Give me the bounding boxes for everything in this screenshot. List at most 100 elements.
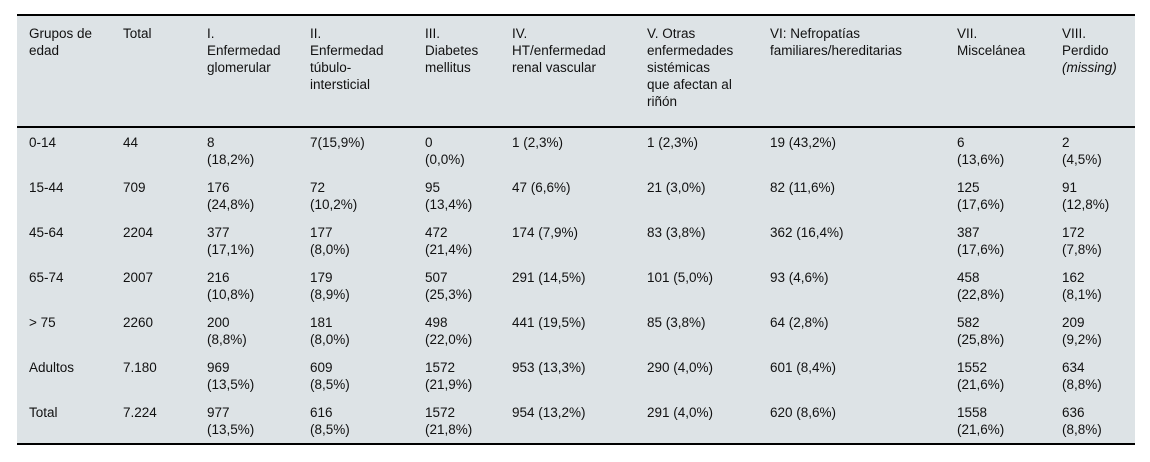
cell: 291 (14,5%) bbox=[512, 270, 586, 285]
cell: 387 (17,6%) bbox=[957, 225, 1005, 257]
column-label: V. Otras enfermedades sistémicas que afe… bbox=[647, 26, 734, 109]
cell: 498 (22,0%) bbox=[425, 315, 473, 347]
cell-age-group: 45-64 bbox=[29, 225, 64, 240]
header-row: Grupos de edad Total I. Enfermedad glome… bbox=[17, 15, 1135, 128]
cell-age-group: 15-44 bbox=[29, 180, 64, 195]
cell: 582 (25,8%) bbox=[957, 315, 1005, 347]
cell: 21 (3,0%) bbox=[647, 180, 706, 195]
cell: 2 (4,5%) bbox=[1062, 135, 1102, 167]
cell: 1558 (21,6%) bbox=[957, 405, 1005, 437]
cell: 1552 (21,6%) bbox=[957, 360, 1005, 392]
cell: 47 (6,6%) bbox=[512, 180, 571, 195]
column-label: Total bbox=[123, 26, 152, 41]
cell: 177 (8,0%) bbox=[310, 225, 350, 257]
cell: 181 (8,0%) bbox=[310, 315, 350, 347]
column-label: II. Enfermedad túbulo- intersticial bbox=[310, 26, 384, 92]
row-total: Total 7.224 977 (13,5%) 616 (8,5%) 1572 … bbox=[17, 398, 1135, 444]
column-label: III. Diabetes mellitus bbox=[425, 26, 479, 75]
age-groups-table: Grupos de edad Total I. Enfermedad glome… bbox=[17, 14, 1135, 445]
cell: 290 (4,0%) bbox=[647, 360, 714, 375]
cell: 19 (43,2%) bbox=[770, 135, 837, 150]
cell: 634 (8,8%) bbox=[1062, 360, 1102, 392]
cell: 93 (4,6%) bbox=[770, 270, 829, 285]
cell: 83 (3,8%) bbox=[647, 225, 706, 240]
cell: 174 (7,9%) bbox=[512, 225, 579, 240]
cell-total: 44 bbox=[123, 135, 139, 150]
cell-age-group: Total bbox=[29, 405, 58, 420]
cell: 101 (5,0%) bbox=[647, 270, 714, 285]
cell: 507 (25,3%) bbox=[425, 270, 473, 302]
col-ii-tubulo-intersticial: II. Enfermedad túbulo- intersticial bbox=[298, 15, 413, 128]
cell-age-group: Adultos bbox=[29, 360, 75, 375]
cell: 954 (13,2%) bbox=[512, 405, 586, 420]
cell: 172 (7,8%) bbox=[1062, 225, 1102, 257]
cell-age-group: 65-74 bbox=[29, 270, 64, 285]
cell: 72 (10,2%) bbox=[310, 180, 358, 212]
cell: 95 (13,4%) bbox=[425, 180, 473, 212]
col-viii-perdido: VIII. Perdido (missing) bbox=[1050, 15, 1135, 128]
cell: 636 (8,8%) bbox=[1062, 405, 1102, 437]
cell: 977 (13,5%) bbox=[207, 405, 255, 437]
row-adultos: Adultos 7.180 969 (13,5%) 609 (8,5%) 157… bbox=[17, 353, 1135, 398]
cell: 176 (24,8%) bbox=[207, 180, 255, 212]
cell: 1 (2,3%) bbox=[512, 135, 564, 150]
cell: 969 (13,5%) bbox=[207, 360, 255, 392]
cell-total: 2007 bbox=[123, 270, 154, 285]
cell: 441 (19,5%) bbox=[512, 315, 586, 330]
cell-age-group: 0-14 bbox=[29, 135, 57, 150]
cell: 616 (8,5%) bbox=[310, 405, 350, 437]
col-iv-ht-renal-vascular: IV. HT/enfermedad renal vascular bbox=[500, 15, 635, 128]
cell: 216 (10,8%) bbox=[207, 270, 255, 302]
cell: 91 (12,8%) bbox=[1062, 180, 1110, 212]
cell: 953 (13,3%) bbox=[512, 360, 586, 375]
col-vii-miscelanea: VII. Miscelánea bbox=[945, 15, 1050, 128]
cell: 179 (8,9%) bbox=[310, 270, 350, 302]
row-over-75: > 75 2260 200 (8,8%) 181 (8,0%) 498 (22,… bbox=[17, 308, 1135, 353]
cell-age-group: > 75 bbox=[29, 315, 56, 330]
column-label: IV. HT/enfermedad renal vascular bbox=[512, 26, 606, 75]
col-total: Total bbox=[111, 15, 195, 128]
col-grupos-de-edad: Grupos de edad bbox=[17, 15, 111, 128]
cell: 8 (18,2%) bbox=[207, 135, 255, 167]
row-0-14: 0-14 44 8 (18,2%) 7(15,9%) 0 (0,0%) 1 (2… bbox=[17, 127, 1135, 173]
col-vi-nefropatias-familiares: VI: Nefropatías familiares/hereditarias bbox=[758, 15, 945, 128]
cell-total: 2260 bbox=[123, 315, 154, 330]
column-label: I. Enfermedad glomerular bbox=[207, 26, 281, 75]
cell: 362 (16,4%) bbox=[770, 225, 844, 240]
cell: 472 (21,4%) bbox=[425, 225, 473, 257]
cell-total: 709 bbox=[123, 180, 146, 195]
cell: 620 (8,6%) bbox=[770, 405, 837, 420]
cell: 458 (22,8%) bbox=[957, 270, 1005, 302]
cell-total: 7.224 bbox=[123, 405, 157, 420]
row-15-44: 15-44 709 176 (24,8%) 72 (10,2%) 95 (13,… bbox=[17, 173, 1135, 218]
col-i-enfermedad-glomerular: I. Enfermedad glomerular bbox=[195, 15, 298, 128]
col-iii-diabetes-mellitus: III. Diabetes mellitus bbox=[413, 15, 500, 128]
cell: 377 (17,1%) bbox=[207, 225, 255, 257]
cell: 1572 (21,8%) bbox=[425, 405, 473, 437]
cell: 291 (4,0%) bbox=[647, 405, 714, 420]
column-label: VIII. Perdido bbox=[1062, 26, 1109, 58]
cell: 82 (11,6%) bbox=[770, 180, 836, 195]
cell: 64 (2,8%) bbox=[770, 315, 829, 330]
cell: 200 (8,8%) bbox=[207, 315, 247, 347]
cell: 85 (3,8%) bbox=[647, 315, 706, 330]
cell: 601 (8,4%) bbox=[770, 360, 837, 375]
cell: 209 (9,2%) bbox=[1062, 315, 1102, 347]
cell: 0 (0,0%) bbox=[425, 135, 465, 167]
table-header: Grupos de edad Total I. Enfermedad glome… bbox=[17, 15, 1135, 128]
cell: 125 (17,6%) bbox=[957, 180, 1005, 212]
cell: 162 (8,1%) bbox=[1062, 270, 1102, 302]
column-label: VII. Miscelánea bbox=[957, 26, 1026, 58]
row-45-64: 45-64 2204 377 (17,1%) 177 (8,0%) 472 (2… bbox=[17, 218, 1135, 263]
cell: 609 (8,5%) bbox=[310, 360, 350, 392]
row-65-74: 65-74 2007 216 (10,8%) 179 (8,9%) 507 (2… bbox=[17, 263, 1135, 308]
cell: 1 (2,3%) bbox=[647, 135, 699, 150]
table-body: 0-14 44 8 (18,2%) 7(15,9%) 0 (0,0%) 1 (2… bbox=[17, 127, 1135, 444]
cell: 1572 (21,9%) bbox=[425, 360, 473, 392]
cell-total: 7.180 bbox=[123, 360, 157, 375]
etiology-by-age-table-container: Grupos de edad Total I. Enfermedad glome… bbox=[17, 14, 1135, 445]
col-v-otras-sistemicas: V. Otras enfermedades sistémicas que afe… bbox=[635, 15, 758, 128]
column-label: VI: Nefropatías familiares/hereditarias bbox=[770, 26, 903, 58]
column-label: Grupos de edad bbox=[29, 26, 93, 58]
missing-note: (missing) bbox=[1062, 60, 1117, 75]
